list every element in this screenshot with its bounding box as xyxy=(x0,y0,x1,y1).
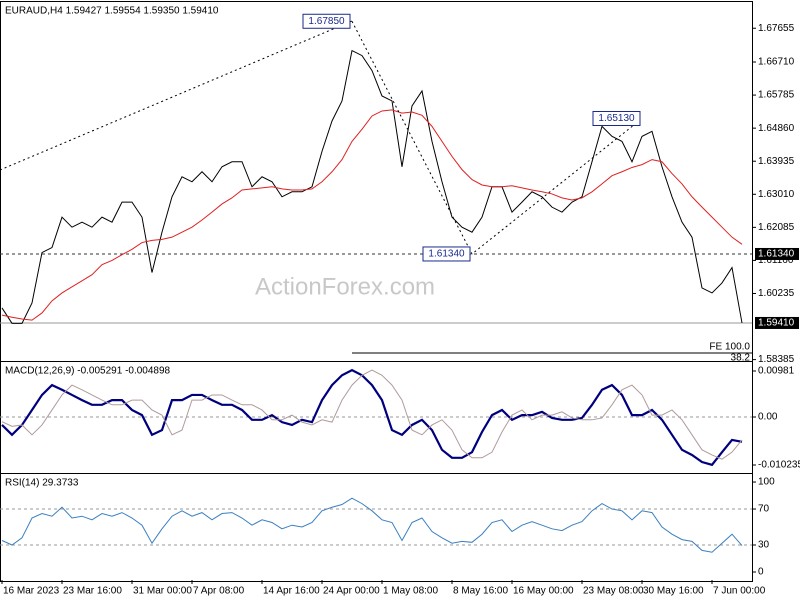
y-tick-label: 1.58385 xyxy=(758,354,795,365)
y-tick-label: 1.63010 xyxy=(758,189,795,200)
annotation-label: 1.61340 xyxy=(428,249,465,260)
x-tick-label: 8 May 16:00 xyxy=(453,586,508,597)
series-line xyxy=(1,369,743,460)
annotation-label: 1.67850 xyxy=(308,16,345,27)
fibo-label: FE 100.0 xyxy=(709,342,750,353)
x-tick-label: 7 Jun 00:00 xyxy=(713,586,766,597)
annotation-label: 1.65130 xyxy=(598,113,635,124)
x-tick-label: 1 May 08:00 xyxy=(383,586,438,597)
watermark: ActionForex.com xyxy=(255,273,435,300)
y-tick-label: 0.00981 xyxy=(758,366,795,377)
annotation-box xyxy=(422,246,471,262)
price-label-box xyxy=(755,247,799,260)
panel-title: RSI(14) 29.3733 xyxy=(5,478,79,489)
price-label: 1.59410 xyxy=(758,318,795,329)
fibo-sublabel: 38.2 xyxy=(731,353,751,364)
y-tick-label: 30 xyxy=(758,540,770,551)
x-tick-label: 23 May 08:00 xyxy=(583,586,644,597)
y-tick-label: 1.67655 xyxy=(758,23,795,34)
annotation-box xyxy=(302,13,351,29)
y-tick-label: 1.61160 xyxy=(758,255,794,266)
series-line xyxy=(1,497,743,553)
panel-title: MACD(12,26,9) -0.005291 -0.004898 xyxy=(5,366,171,377)
price-label: 1.61340 xyxy=(758,249,795,260)
x-tick-label: 30 May 16:00 xyxy=(643,586,704,597)
y-tick-label: 1.63935 xyxy=(758,156,795,167)
trend-line xyxy=(0,20,353,171)
y-tick-label: 1.65785 xyxy=(758,90,795,101)
y-tick-label: -0.010235 xyxy=(758,460,800,471)
x-tick-label: 24 Apr 00:00 xyxy=(323,586,380,597)
x-tick-label: 16 May 00:00 xyxy=(513,586,574,597)
y-tick-label: 1.66710 xyxy=(758,57,795,68)
x-tick-label: 7 Apr 08:00 xyxy=(193,586,245,597)
y-tick-label: 1.64860 xyxy=(758,123,795,134)
y-tick-label: 1.62085 xyxy=(758,222,795,233)
series-line xyxy=(1,49,743,324)
y-tick-label: 1.60235 xyxy=(758,288,795,299)
series-line xyxy=(1,109,743,321)
x-tick-label: 31 Mar 00:00 xyxy=(133,586,192,597)
x-tick-label: 16 Mar 2023 xyxy=(3,586,60,597)
x-tick-label: 23 Mar 16:00 xyxy=(63,586,122,597)
y-tick-label: 70 xyxy=(758,504,770,515)
zigzag xyxy=(351,21,643,255)
annotation-box xyxy=(592,110,641,126)
panel-frame xyxy=(0,473,753,582)
panel-title: EURAUD,H4 1.59427 1.59554 1.59350 1.5941… xyxy=(5,6,219,17)
x-tick-label: 14 Apr 16:00 xyxy=(263,586,320,597)
y-tick-label: 0.00 xyxy=(758,412,778,423)
y-tick-label: 100 xyxy=(758,477,775,488)
y-tick-label: 0 xyxy=(758,567,764,578)
price-label-box xyxy=(755,316,799,329)
